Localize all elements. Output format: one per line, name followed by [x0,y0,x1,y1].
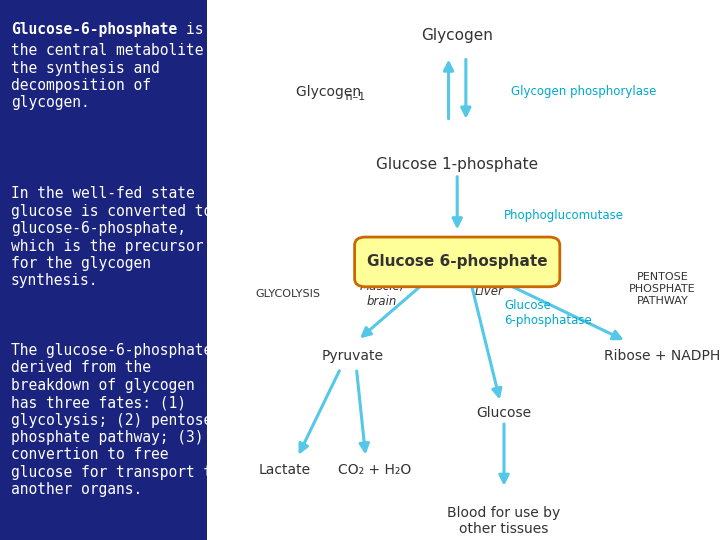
Text: Pyruvate: Pyruvate [322,349,384,363]
Text: Phophoglucomutase: Phophoglucomutase [504,210,624,222]
Text: the central metabolite in
the synthesis and
decomposition of
glycogen.: the central metabolite in the synthesis … [11,43,230,110]
Text: Muscle,
brain: Muscle, brain [359,280,404,308]
FancyBboxPatch shape [355,237,560,287]
Text: Glucose
6-phosphatase: Glucose 6-phosphatase [504,299,592,327]
Text: CO₂ + H₂O: CO₂ + H₂O [338,463,411,477]
Text: Blood for use by
other tissues: Blood for use by other tissues [447,506,561,536]
Text: Glycogen: Glycogen [421,28,493,43]
Text: Liver: Liver [475,285,504,298]
Text: Glycogen phosphorylase: Glycogen phosphorylase [511,85,657,98]
Bar [0,0,207,540]
Text: Glucose 1-phosphate: Glucose 1-phosphate [376,157,539,172]
Text: PENTOSE
PHOSPHATE
PATHWAY: PENTOSE PHOSPHATE PATHWAY [629,272,696,306]
Text: Glucose 6-phosphate: Glucose 6-phosphate [367,254,547,269]
Text: Glucose: Glucose [477,406,531,420]
Text: The glucose-6-phosphate
derived from the
breakdown of glycogen
has three fates: : The glucose-6-phosphate derived from the… [11,343,221,497]
Text: Glucose-6-phosphate: Glucose-6-phosphate [11,22,177,37]
Text: Ribose + NADPH: Ribose + NADPH [604,349,720,363]
Text: Glycogen: Glycogen [295,85,365,99]
Text: Lactate: Lactate [258,463,310,477]
Text: is: is [11,22,203,37]
Bar [207,0,720,540]
Text: n–1: n–1 [323,92,365,102]
Text: In the well-fed state
glucose is converted to
glucose-6-phosphate,
which is the : In the well-fed state glucose is convert… [11,186,212,288]
Text: GLYCOLYSIS: GLYCOLYSIS [256,289,320,299]
